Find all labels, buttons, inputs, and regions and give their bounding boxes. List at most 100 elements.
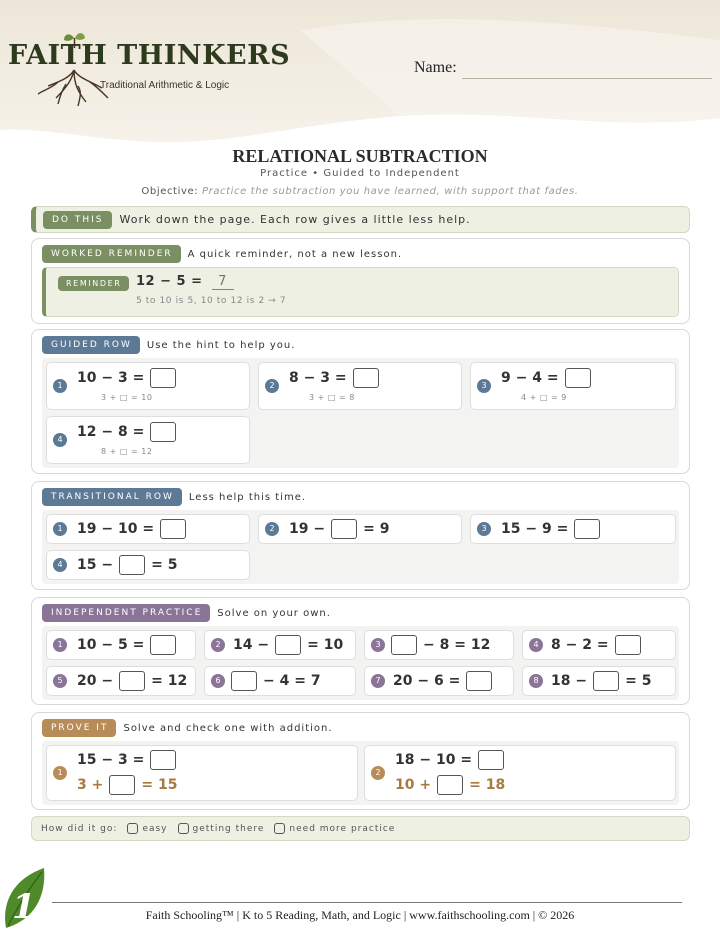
objective-label: Objective: xyxy=(141,186,199,197)
hint-text: 3 + □ = 10 xyxy=(101,393,153,402)
equation-text: 15 − 9 = xyxy=(501,521,569,537)
transitional-problem-1: 1 19 − 10 = xyxy=(46,514,250,544)
answer-box[interactable] xyxy=(275,635,302,655)
transitional-problem-4: 4 15 − = 5 xyxy=(46,550,250,580)
problem-equation: 10 − 3 = xyxy=(77,368,182,388)
answer-box[interactable] xyxy=(331,519,358,539)
problem-equation: 10 − 5 = xyxy=(77,635,182,655)
equation-text: 18 − 10 = xyxy=(395,752,473,768)
answer-box[interactable] xyxy=(150,635,177,655)
answer-box[interactable] xyxy=(574,519,601,539)
problem-equation: 19 − 10 = xyxy=(77,519,192,539)
problem-number-badge: 1 xyxy=(53,379,67,393)
answer-box[interactable] xyxy=(160,519,187,539)
equation-text: 20 − 6 = xyxy=(393,673,461,689)
answer-box[interactable] xyxy=(352,368,379,388)
worked-reminder-header: WORKED REMINDER A quick reminder, not a … xyxy=(42,245,402,263)
checkbox-getting-there[interactable] xyxy=(177,823,189,834)
independent-problem-2: 2 14 − = 10 xyxy=(204,630,356,660)
independent-practice-panel: 1 10 − 5 = 2 14 − = 10 3 − 8 = 12 4 xyxy=(42,626,679,700)
answer-box[interactable] xyxy=(478,750,505,770)
problem-number-badge: 4 xyxy=(53,433,67,447)
problem-number-badge: 6 xyxy=(211,674,225,688)
option-easy: easy xyxy=(142,823,168,834)
problem-number-badge: 8 xyxy=(529,674,543,688)
self-check-prompt: How did it go: xyxy=(41,823,118,834)
answer-box[interactable] xyxy=(593,671,620,691)
answer-box[interactable] xyxy=(564,368,591,388)
equation-text: 8 − 3 = xyxy=(289,370,347,386)
problem-number-badge: 4 xyxy=(53,558,67,572)
answer-box[interactable] xyxy=(150,368,177,388)
page-subtitle: Practice • Guided to Independent xyxy=(260,168,460,179)
check-result: = 15 xyxy=(141,777,178,793)
reminder-pill: REMINDER xyxy=(58,276,130,291)
guided-row-section: GUIDED ROW Use the hint to help you. 1 1… xyxy=(31,329,690,474)
check-answer-box[interactable] xyxy=(437,775,464,795)
problem-equation: 19 − = 9 xyxy=(289,519,395,539)
problem-equation: 14 − = 10 xyxy=(233,635,349,655)
answer-box[interactable] xyxy=(150,422,177,442)
logo-title: FAITH THINKERS xyxy=(8,40,291,71)
check-equation: 3 + = 15 xyxy=(77,775,183,795)
self-check-bar: How did it go: easy getting there need m… xyxy=(31,816,690,841)
prove-problem-2: 2 18 − 10 = 10 + = 18 xyxy=(364,745,676,801)
footer-divider xyxy=(52,902,682,903)
equation-text: 19 − 10 = xyxy=(77,521,155,537)
check-text: 3 + xyxy=(77,777,104,793)
transitional-row-header: TRANSITIONAL ROW Less help this time. xyxy=(42,488,306,506)
problem-number-badge: 4 xyxy=(529,638,543,652)
answer-box[interactable] xyxy=(391,635,417,655)
do-this-text: Work down the page. Each row gives a lit… xyxy=(119,213,471,226)
check-answer-box[interactable] xyxy=(109,775,136,795)
prove-problem-1: 1 15 − 3 = 3 + = 15 xyxy=(46,745,358,801)
prove-it-text: Solve and check one with addition. xyxy=(123,722,333,734)
transitional-row-panel: 1 19 − 10 = 2 19 − = 9 3 15 − 9 = 4 xyxy=(42,510,679,584)
equation-text: 14 − xyxy=(233,637,270,653)
problem-number-badge: 2 xyxy=(371,766,385,780)
equation-result: = 12 xyxy=(151,673,188,689)
prove-it-panel: 1 15 − 3 = 3 + = 15 2 18 − 10 = 10 + = 1… xyxy=(42,741,679,805)
independent-problem-6: 6 − 4 = 7 xyxy=(204,666,356,696)
answer-box[interactable] xyxy=(614,635,641,655)
checkbox-easy[interactable] xyxy=(127,823,139,834)
problem-number-badge: 2 xyxy=(211,638,225,652)
problem-number-badge: 1 xyxy=(53,766,67,780)
name-label: Name: xyxy=(414,59,457,76)
check-equation: 10 + = 18 xyxy=(395,775,511,795)
checkbox-need-more-practice[interactable] xyxy=(274,823,286,834)
independent-practice-text: Solve on your own. xyxy=(217,607,331,619)
answer-box[interactable] xyxy=(119,671,146,691)
answer-box[interactable] xyxy=(466,671,493,691)
equation-result: = 5 xyxy=(151,557,178,573)
problem-number-badge: 3 xyxy=(371,638,385,652)
guided-row-panel: 1 10 − 3 = 3 + □ = 10 2 8 − 3 = 3 + □ = … xyxy=(42,358,679,468)
header-background xyxy=(0,0,720,143)
guided-problem-3: 3 9 − 4 = 4 + □ = 9 xyxy=(470,362,676,410)
answer-box[interactable] xyxy=(231,671,257,691)
problem-equation: 8 − 3 = xyxy=(289,368,385,388)
transitional-problem-3: 3 15 − 9 = xyxy=(470,514,676,544)
equation-text: 8 − 2 = xyxy=(551,637,609,653)
problem-number-badge: 1 xyxy=(53,638,67,652)
problem-number-badge: 2 xyxy=(265,379,279,393)
equation-text: 20 − xyxy=(77,673,114,689)
prove-it-pill: PROVE IT xyxy=(42,719,117,737)
logo-subtitle: Traditional Arithmetic & Logic xyxy=(100,80,230,91)
problem-equation: 8 − 2 = xyxy=(551,635,647,655)
equation-text: 19 − xyxy=(289,521,326,537)
reminder-answer: 7 xyxy=(211,274,234,290)
tree-roots-icon xyxy=(37,33,109,107)
worked-reminder-text: A quick reminder, not a new lesson. xyxy=(187,248,403,260)
answer-box[interactable] xyxy=(150,750,177,770)
equation-text: 10 − 5 = xyxy=(77,637,145,653)
name-field[interactable] xyxy=(462,78,712,79)
independent-practice-section: INDEPENDENT PRACTICE Solve on your own. … xyxy=(31,597,690,705)
check-text: 10 + xyxy=(395,777,432,793)
transitional-row-text: Less help this time. xyxy=(188,491,307,503)
answer-box[interactable] xyxy=(119,555,146,575)
problem-number-badge: 1 xyxy=(53,522,67,536)
option-getting-there: getting there xyxy=(192,823,265,834)
problem-equation: 15 − 9 = xyxy=(501,519,606,539)
prove-it-header: PROVE IT Solve and check one with additi… xyxy=(42,719,333,737)
